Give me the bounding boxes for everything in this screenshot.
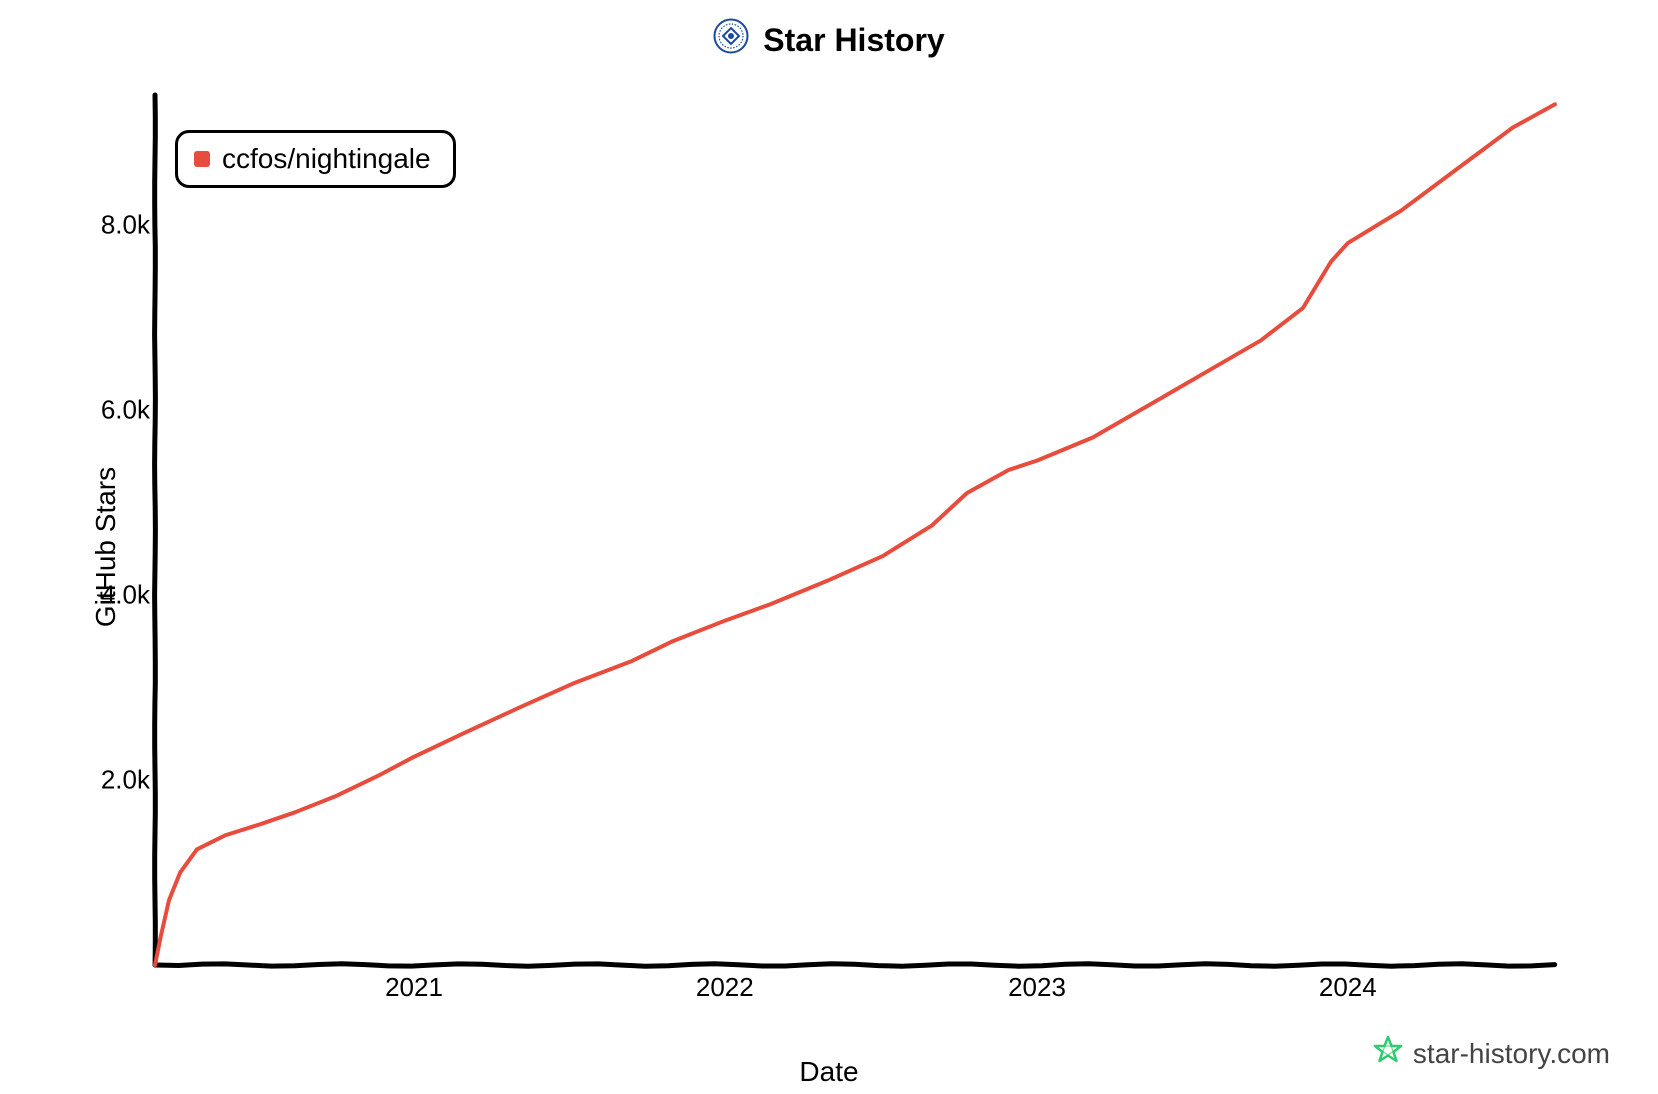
- chart-container: Star History GitHub Stars ccfos/nighting…: [0, 0, 1658, 1094]
- x-tick-label: 2023: [1008, 972, 1066, 1003]
- legend-swatch: [194, 151, 210, 167]
- y-tick-label: 2.0k: [70, 764, 150, 795]
- watermark: star-history.com: [1373, 1035, 1610, 1072]
- y-tick-label: 4.0k: [70, 579, 150, 610]
- y-tick-label: 8.0k: [70, 209, 150, 240]
- y-tick-label: 6.0k: [70, 394, 150, 425]
- x-tick-label: 2024: [1319, 972, 1377, 1003]
- chart-plot-area: [155, 95, 1555, 965]
- chart-title-row: Star History: [0, 18, 1658, 62]
- ccf-logo-icon: [713, 18, 749, 62]
- x-tick-label: 2022: [696, 972, 754, 1003]
- chart-title: Star History: [763, 22, 944, 59]
- legend-box: ccfos/nightingale: [175, 130, 456, 188]
- star-icon: [1373, 1035, 1403, 1072]
- watermark-text: star-history.com: [1413, 1038, 1610, 1070]
- x-tick-label: 2021: [385, 972, 443, 1003]
- legend-series-label: ccfos/nightingale: [222, 143, 431, 175]
